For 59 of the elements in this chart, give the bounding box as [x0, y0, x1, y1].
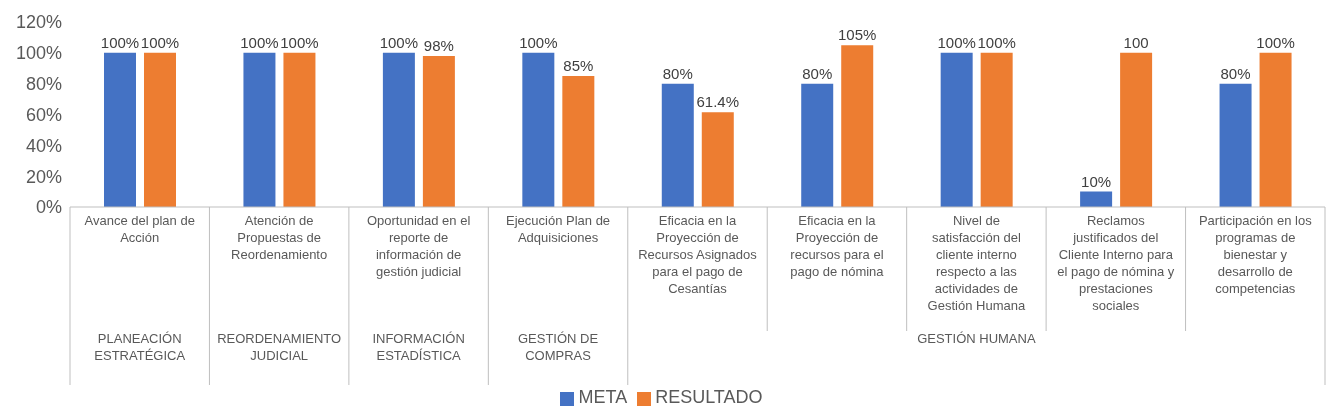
bar [562, 75, 595, 207]
data-label: 10% [1081, 172, 1112, 190]
x-tick-label: Nivel de satisfacción del cliente interno respecto a las actividades de Gestión Humana [927, 213, 1026, 313]
text: GESTIÓN DE COMPRAS [517, 331, 599, 363]
y-tick-label: 20% [25, 166, 62, 187]
x-tick-label: Oportunidad en el reporte de información de gestión judicial [366, 213, 471, 279]
x-tick-label: Reclamos justificados del Cliente Interno para el pago de nómina y prestaciones sociales [1057, 213, 1175, 313]
y-tick-label: 100% [15, 43, 62, 64]
bar [382, 52, 415, 207]
x-tick-label: Avance del plan de Acción [84, 213, 195, 245]
bar [283, 52, 316, 207]
bar [422, 55, 455, 207]
data-label: 85% [563, 56, 594, 74]
x-tick-label: Eficacia en la Proyección de recursos para el pago de nómina [790, 213, 885, 279]
legend-label: META [578, 387, 628, 407]
x-tick-label: Ejecución Plan de Adquisiciones [506, 213, 611, 245]
data-label: 100% [519, 33, 558, 51]
bar [841, 45, 874, 207]
bar [940, 52, 973, 207]
y-tick-label: 40% [25, 135, 62, 156]
data-label: 61.4% [696, 93, 740, 111]
data-label: 100% [100, 33, 140, 51]
data-label: 98% [423, 36, 454, 54]
x-tick-label: Participación en los programas de bienestar y desarrollo de competencias [1198, 213, 1313, 296]
bar [701, 112, 734, 207]
bar [661, 83, 694, 207]
data-label: 100% [280, 33, 319, 51]
bar [522, 52, 555, 207]
text: GESTIÓN HUMANA [917, 331, 1036, 346]
bar [801, 83, 834, 207]
data-label: 100% [140, 33, 180, 51]
text: PLANEACIÓN ESTRATÉGICA [94, 331, 186, 363]
data-label: 80% [1220, 64, 1251, 82]
legend-label: RESULTADO [655, 387, 763, 407]
y-tick-label: 60% [25, 104, 62, 125]
data-label: 100 [1123, 33, 1149, 51]
y-tick-label: 120% [15, 12, 62, 33]
text: INFORMACIÓN ESTADÍSTICA [372, 331, 465, 363]
bar [1080, 191, 1113, 207]
data-label: 80% [662, 64, 693, 82]
bar [1219, 83, 1252, 207]
x-tick-label: Atención de Propuestas de Reordenamiento [231, 213, 328, 262]
data-label: 105% [838, 26, 877, 44]
bar [144, 52, 176, 207]
bar [980, 52, 1013, 207]
data-label: 100% [240, 33, 279, 51]
x-tick-label: Eficacia en la Proyección de Recursos Asignados para el pago de Cesantías [638, 213, 758, 296]
text: REORDENAMIENTO JUDICIAL [217, 331, 342, 363]
bar [1120, 52, 1153, 207]
bar [243, 52, 276, 207]
bar [104, 52, 136, 207]
data-label: 100% [1256, 33, 1295, 51]
data-label: 80% [802, 64, 833, 82]
bar [1259, 52, 1292, 207]
y-tick-label: 0% [35, 197, 62, 218]
data-label: 100% [379, 33, 419, 51]
y-tick-label: 80% [25, 74, 62, 95]
data-label: 100% [937, 33, 976, 51]
data-label: 100% [977, 33, 1016, 51]
